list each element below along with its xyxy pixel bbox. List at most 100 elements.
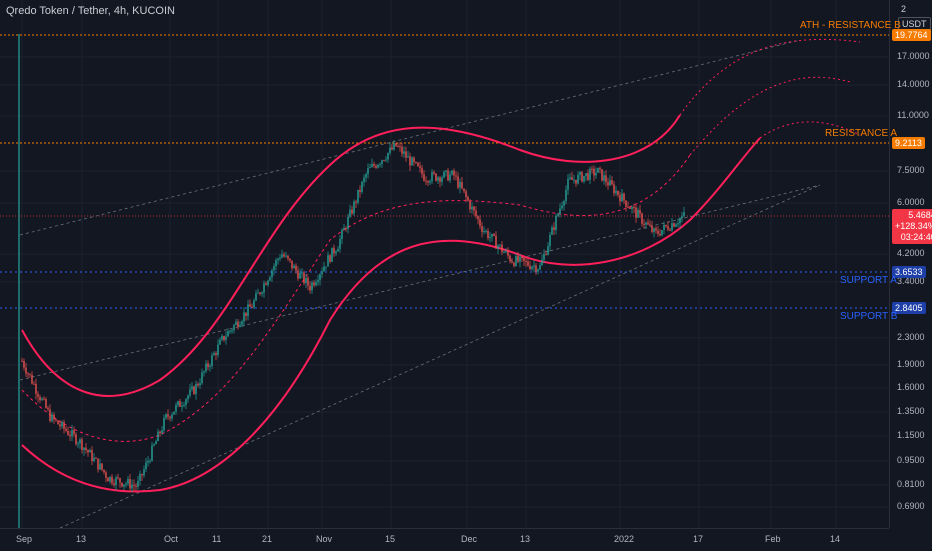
candle-body <box>525 261 527 263</box>
candle-body <box>269 277 271 281</box>
candle-body <box>37 393 39 397</box>
candle-body <box>561 205 563 209</box>
candle-body <box>119 478 121 483</box>
candle-body <box>523 257 525 262</box>
candle-body <box>393 143 395 150</box>
candle-body <box>49 409 51 422</box>
candle-body <box>255 293 257 301</box>
price-axis[interactable] <box>889 0 932 528</box>
candle-body <box>75 434 77 444</box>
candle-body <box>457 176 459 188</box>
candle-body <box>297 270 299 279</box>
candle-body <box>33 383 35 385</box>
time-axis-label: Feb <box>765 534 781 544</box>
candle-body <box>291 260 293 269</box>
candle-body <box>179 401 181 407</box>
candle-body <box>29 373 31 375</box>
candle-body <box>417 162 419 167</box>
projected-upper <box>679 38 861 116</box>
candle-body <box>485 230 487 232</box>
candle-body <box>321 271 323 275</box>
candle-body <box>225 336 227 340</box>
support-a-price-tag: 3.6533 <box>892 266 926 278</box>
candle-body <box>25 367 27 374</box>
candle-body <box>143 469 145 476</box>
candle-body <box>153 444 155 446</box>
candle-body <box>653 228 655 232</box>
candle-body <box>533 265 535 267</box>
candle-body <box>465 191 467 197</box>
projected-mid <box>689 76 851 156</box>
candle-body <box>155 441 157 445</box>
candle-body <box>429 181 431 183</box>
price-axis-label: 0.8100 <box>897 479 925 489</box>
candle-body <box>123 484 125 487</box>
price-axis-label: 3.4000 <box>897 276 925 286</box>
time-axis-label: Oct <box>164 534 179 544</box>
candle-body <box>149 460 151 462</box>
time-axis-label: 15 <box>385 534 396 544</box>
candle-body <box>387 152 389 160</box>
candle-body <box>93 457 95 462</box>
candle-body <box>253 300 255 308</box>
candle-body <box>527 261 529 266</box>
candle-body <box>257 292 259 294</box>
candle-body <box>583 175 585 182</box>
resistance-a-label: RESISTANCE A <box>825 128 898 139</box>
candle-body <box>337 248 339 252</box>
grid-lines <box>0 0 889 528</box>
candle-body <box>111 476 113 484</box>
currency-label: 2 <box>901 4 907 14</box>
candle-body <box>505 251 507 253</box>
time-axis-label: Nov <box>316 534 333 544</box>
candle-body <box>327 255 329 267</box>
candle-body <box>577 175 579 184</box>
price-axis-label: 2.3000 <box>897 332 925 342</box>
candle-body <box>433 172 435 174</box>
candle-body <box>573 179 575 181</box>
candle-body <box>401 146 403 154</box>
candle-body <box>287 255 289 259</box>
candle-body <box>469 200 471 210</box>
candle-body <box>375 165 377 168</box>
candle-body <box>343 227 345 230</box>
candle-body <box>85 447 87 450</box>
candle-body <box>209 365 211 367</box>
candle-body <box>603 175 605 181</box>
candle-body <box>283 254 285 257</box>
candle-body <box>415 161 417 163</box>
candle-body <box>113 483 115 485</box>
candle-body <box>513 262 515 266</box>
time-axis-label: 13 <box>520 534 531 544</box>
upper-band <box>21 114 681 397</box>
candle-body <box>579 172 581 176</box>
candle-body <box>211 355 213 366</box>
candle-body <box>661 230 663 236</box>
candle-body <box>191 386 193 390</box>
candle-body <box>275 260 277 267</box>
candle-body <box>455 175 457 177</box>
candle-body <box>541 259 543 266</box>
candle-body <box>71 430 73 437</box>
candle-body <box>323 266 325 272</box>
candle-body <box>59 424 61 427</box>
candle-body <box>47 407 49 410</box>
candle-body <box>637 210 639 218</box>
time-axis[interactable] <box>0 528 889 551</box>
candle-body <box>289 258 291 261</box>
candle-body <box>391 147 393 150</box>
candle-body <box>235 321 237 325</box>
candle-body <box>311 282 313 291</box>
candle-body <box>651 225 653 232</box>
candle-body <box>657 230 659 234</box>
current-price-tag: 5.4684 +128.34% 03:24:40 <box>892 209 932 244</box>
candle-body <box>77 443 79 445</box>
candle-body <box>671 223 673 231</box>
candle-body <box>409 156 411 166</box>
candle-body <box>227 331 229 337</box>
candle-body <box>581 172 583 182</box>
candle-body <box>263 283 265 293</box>
candle-body <box>539 265 541 270</box>
candle-body <box>73 430 75 435</box>
